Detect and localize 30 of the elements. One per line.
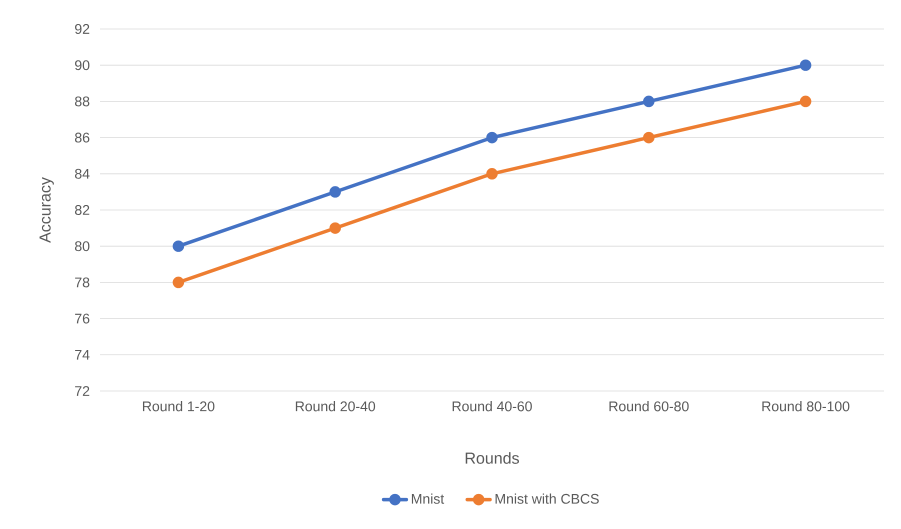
x-tick-label: Round 40-60 (452, 401, 532, 412)
point (329, 222, 341, 234)
x-tick-label: Round 60-80 (609, 401, 689, 412)
point (800, 59, 812, 71)
y-tick-label: 88 (75, 96, 90, 106)
point (643, 96, 655, 108)
legend-label: Mnist (412, 494, 444, 504)
y-tick-label: 80 (75, 241, 90, 252)
point (486, 132, 498, 144)
y-tick-label: 74 (75, 350, 90, 360)
point (172, 240, 184, 252)
point (800, 96, 812, 108)
y-axis-title: Accuracy (40, 177, 54, 243)
x-tick-label: Round 20-40 (296, 401, 376, 412)
point (172, 276, 184, 288)
y-tick-label: 92 (75, 24, 90, 34)
y-tick-label: 82 (75, 205, 90, 215)
y-tick-label: 84 (75, 168, 90, 179)
y-tick-label: 90 (75, 60, 90, 70)
point (329, 186, 341, 198)
x-axis-title: Rounds (466, 452, 519, 464)
y-tick-label: 78 (75, 277, 90, 288)
x-tick-label: Round 1-20 (142, 401, 214, 412)
legend-label: Mnist with CBCS (496, 494, 599, 504)
x-tick-label: Round 80-100 (762, 401, 850, 412)
y-tick-label: 76 (75, 314, 90, 324)
y-tick-label: 86 (75, 132, 90, 143)
y-tick-label: 72 (75, 386, 90, 396)
point (486, 168, 498, 180)
point (643, 132, 655, 144)
